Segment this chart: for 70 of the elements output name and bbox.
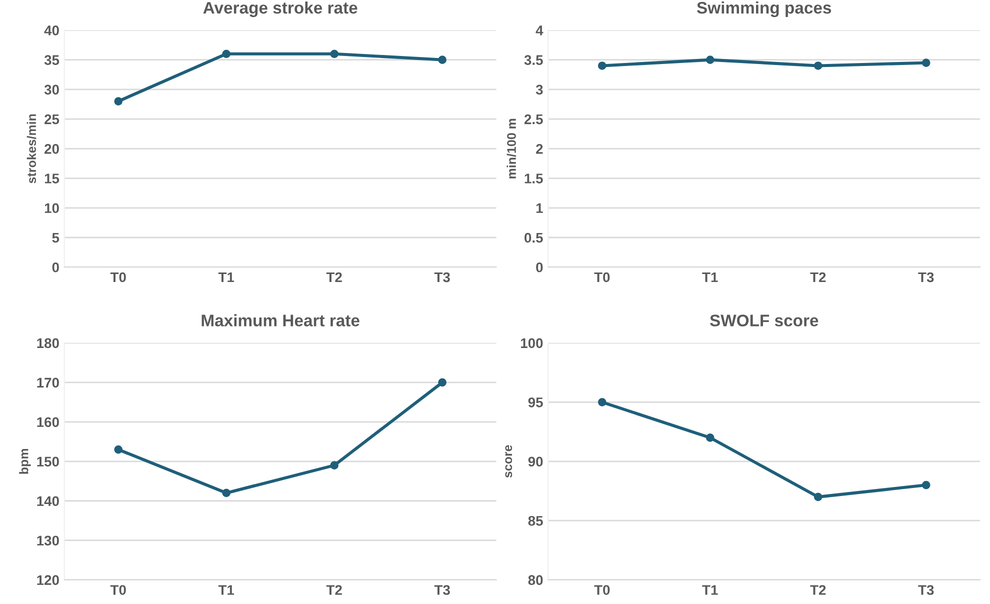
x-tick-label: T2: [326, 272, 342, 282]
y-tick-label: 150: [37, 456, 59, 467]
point: [706, 56, 714, 64]
y-tick-label: 95: [528, 397, 543, 408]
y-tick-label: 1.5: [524, 174, 543, 184]
y-tick-label: 4: [536, 26, 544, 36]
y-tick-label: 170: [37, 378, 59, 388]
x-tick-label: T2: [810, 585, 826, 595]
y-tick-label: 0: [536, 262, 543, 272]
y-tick-label: 85: [528, 516, 543, 526]
y-tick-label: 25: [44, 114, 60, 124]
y-axis-title: min/100 m: [506, 118, 516, 178]
point: [598, 62, 606, 70]
y-tick-label: 10: [44, 203, 59, 214]
x-tick-label: T1: [218, 272, 234, 282]
y-tick-label: 30: [44, 84, 59, 95]
point: [706, 434, 714, 442]
y-tick-label: 130: [37, 536, 59, 546]
y-tick-label: 35: [44, 55, 60, 66]
x-tick-label: T1: [218, 585, 234, 595]
y-tick-label: 3.5: [524, 55, 543, 66]
point: [814, 62, 822, 70]
y-tick-label: 20: [44, 144, 59, 154]
y-tick-label: 40: [44, 26, 59, 36]
y-axis-title: strokes/min: [26, 114, 36, 184]
x-tick-label: T3: [918, 585, 934, 595]
x-tick-label: T0: [110, 585, 126, 595]
point: [438, 378, 446, 387]
chart-title: Swimming paces: [696, 1, 832, 18]
y-tick-label: 120: [37, 575, 59, 586]
point: [222, 50, 230, 58]
y-tick-label: 2: [536, 144, 543, 154]
x-tick-label: T1: [702, 585, 718, 595]
y-tick-label: 90: [528, 456, 543, 467]
x-tick-label: T2: [326, 585, 342, 595]
y-tick-label: 80: [528, 575, 543, 586]
point: [222, 488, 230, 498]
y-tick-label: 15: [44, 174, 60, 184]
point: [922, 58, 930, 67]
x-tick-label: T3: [434, 272, 450, 282]
y-tick-label: 140: [37, 496, 59, 506]
point: [922, 480, 930, 490]
x-tick-label: T2: [810, 272, 826, 282]
y-axis-title: score: [505, 445, 512, 478]
chart-title: SWOLF score: [710, 314, 818, 326]
point: [330, 50, 338, 58]
point: [330, 461, 338, 470]
chart-title: Average stroke rate: [203, 1, 358, 18]
point: [438, 56, 446, 64]
x-tick-label: T3: [918, 272, 934, 282]
y-axis-title: bpm: [19, 448, 31, 474]
y-tick-label: 180: [37, 338, 59, 348]
y-tick-label: 2.5: [524, 114, 543, 124]
point: [114, 445, 123, 454]
y-tick-label: 1: [536, 203, 543, 213]
y-tick-label: 5: [52, 232, 60, 243]
x-tick-label: T3: [434, 585, 450, 595]
x-tick-label: T0: [110, 272, 126, 282]
chart-title: Maximum Heart rate: [202, 314, 360, 326]
x-tick-label: T0: [594, 272, 610, 282]
y-tick-label: 0.5: [524, 232, 543, 243]
y-tick-label: 100: [520, 338, 543, 348]
point: [598, 398, 606, 406]
y-tick-label: 0: [52, 262, 59, 272]
x-tick-label: T0: [594, 585, 610, 595]
point: [114, 97, 123, 106]
point: [814, 492, 822, 502]
x-tick-label: T1: [702, 272, 718, 282]
y-tick-label: 160: [37, 417, 59, 428]
y-tick-label: 3: [536, 84, 543, 95]
